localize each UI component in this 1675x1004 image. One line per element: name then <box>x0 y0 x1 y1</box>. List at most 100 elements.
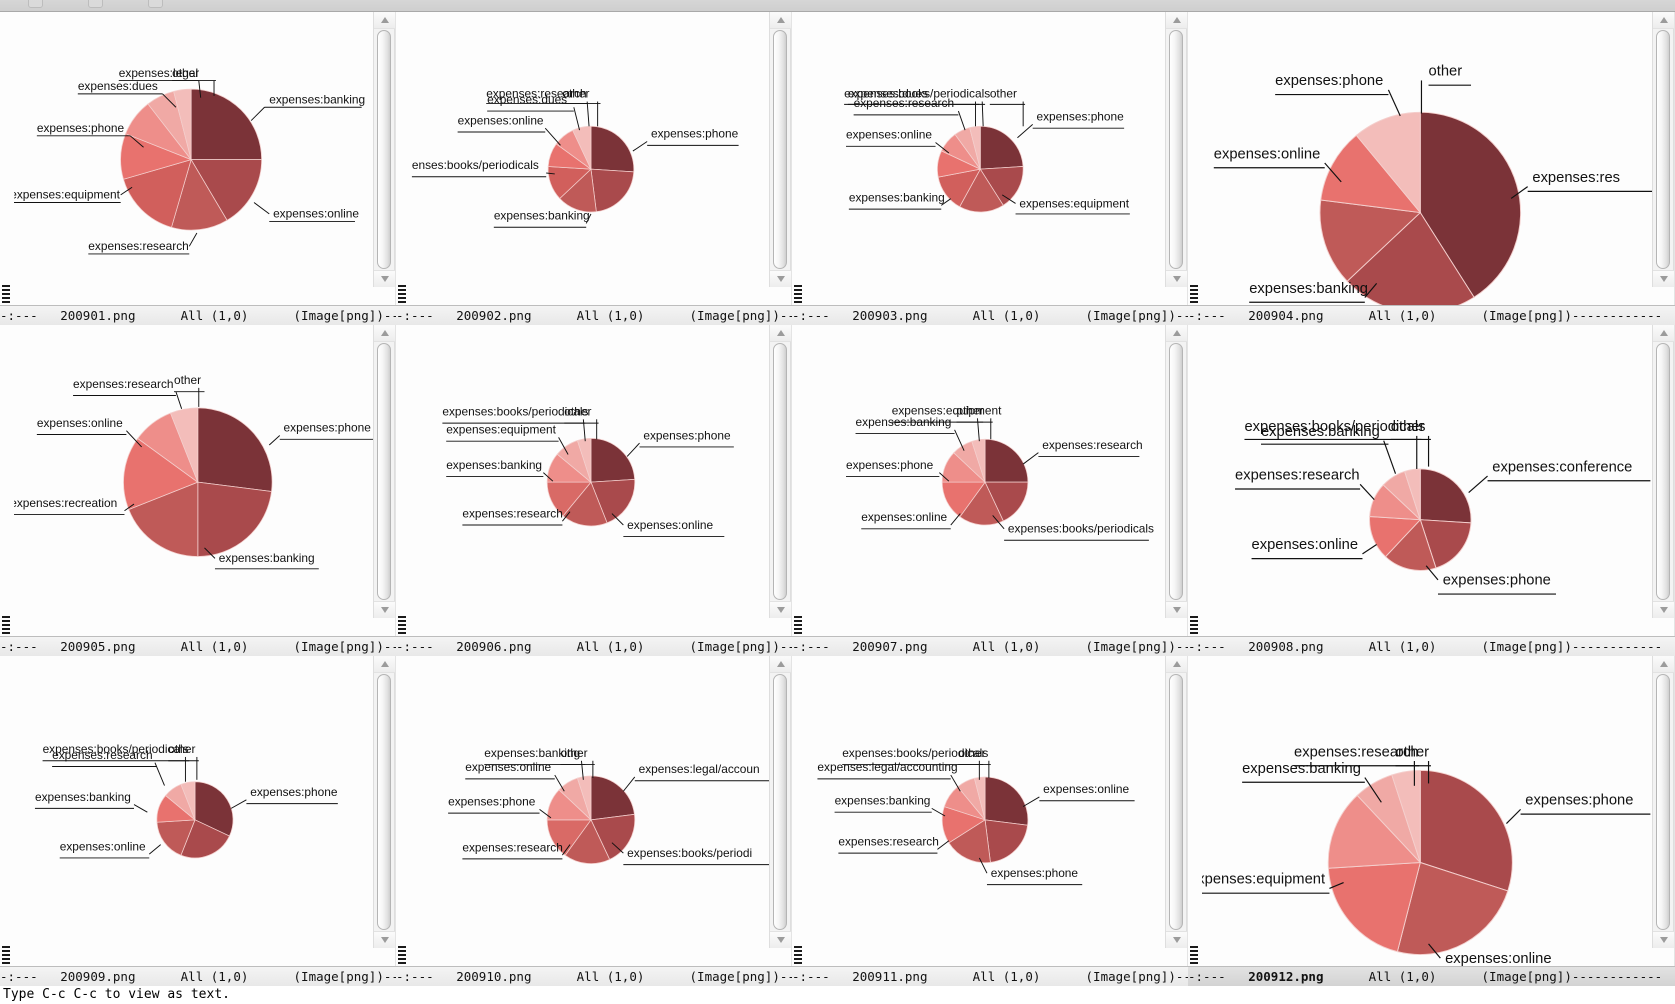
editor-window-200904[interactable]: expenses:res expenses:banking expenses:onl… <box>1188 12 1675 325</box>
editor-window-200910[interactable]: expenses:legal/accoun expenses:books/peri… <box>396 656 792 986</box>
vertical-scrollbar[interactable] <box>373 325 395 618</box>
window-body[interactable]: expenses:phone expenses:online expenses:ba… <box>0 656 396 967</box>
scroll-down-arrow-icon[interactable] <box>770 931 791 948</box>
save-icon[interactable] <box>88 0 103 8</box>
window-body[interactable]: expenses:phone expenses:online xpenses:equ… <box>1188 656 1675 967</box>
scrollbar-thumb[interactable] <box>377 674 391 930</box>
scroll-up-arrow-icon[interactable] <box>1653 12 1674 29</box>
mode-line[interactable]: -:--- 200905.png All (1,0) (Image[png])-… <box>0 636 396 656</box>
editor-window-200909[interactable]: expenses:phone expenses:online expenses:ba… <box>0 656 396 986</box>
editor-window-200901[interactable]: expenses:banking expenses:online expenses:… <box>0 12 396 325</box>
mode-line[interactable]: -:--- 200911.png All (1,0) (Image[png])-… <box>792 966 1188 986</box>
vertical-scrollbar[interactable] <box>373 656 395 948</box>
scroll-down-arrow-icon[interactable] <box>1166 931 1187 948</box>
mode-line[interactable]: -:--- 200906.png All (1,0) (Image[png])-… <box>396 636 792 656</box>
mode-line[interactable]: -:--- 200902.png All (1,0) (Image[png])-… <box>396 305 792 325</box>
scroll-down-arrow-icon[interactable] <box>1166 601 1187 618</box>
scrollbar-thumb[interactable] <box>773 30 787 269</box>
editor-window-200907[interactable]: expenses:research expenses:books/periodic… <box>792 325 1188 656</box>
scroll-down-arrow-icon[interactable] <box>374 601 395 618</box>
window-body[interactable]: expenses:phone expenses:banking enses:book… <box>396 12 792 306</box>
scrollbar-thumb[interactable] <box>377 30 391 269</box>
scrollbar-thumb[interactable] <box>773 674 787 930</box>
scroll-up-arrow-icon[interactable] <box>1166 325 1187 342</box>
mode-line[interactable]: -:--- 200910.png All (1,0) (Image[png])-… <box>396 966 792 986</box>
scroll-up-arrow-icon[interactable] <box>770 656 791 673</box>
editor-window-200903[interactable]: expenses:phone expenses:equipment expenses… <box>792 12 1188 325</box>
vertical-scrollbar[interactable] <box>1652 656 1674 948</box>
editor-window-200905[interactable]: expenses:phone expenses:banking expenses:r… <box>0 325 396 656</box>
vertical-scrollbar[interactable] <box>1165 325 1187 618</box>
pie-label: expenses:research <box>88 239 188 253</box>
scroll-down-arrow-icon[interactable] <box>1653 270 1674 287</box>
scroll-up-arrow-icon[interactable] <box>374 325 395 342</box>
vertical-scrollbar[interactable] <box>1652 325 1674 618</box>
mode-line[interactable]: -:--- 200912.png All (1,0) (Image[png])-… <box>1188 966 1675 986</box>
window-body[interactable]: expenses:phone expenses:equipment expenses… <box>792 12 1188 306</box>
mode-line[interactable]: -:--- 200909.png All (1,0) (Image[png])-… <box>0 966 396 986</box>
mode-line[interactable]: -:--- 200901.png All (1,0) (Image[png])-… <box>0 305 396 325</box>
pie-chart: expenses:phone expenses:banking enses:book… <box>412 87 739 228</box>
window-body[interactable]: expenses:banking expenses:online expenses:… <box>0 12 396 306</box>
mode-line[interactable]: -:--- 200908.png All (1,0) (Image[png])-… <box>1188 636 1675 656</box>
scrollbar-thumb[interactable] <box>1656 343 1670 600</box>
scroll-up-arrow-icon[interactable] <box>1653 656 1674 673</box>
window-body[interactable]: expenses:research expenses:books/periodic… <box>792 325 1188 637</box>
scrollbar-thumb[interactable] <box>1656 674 1670 930</box>
open-file-icon[interactable] <box>28 0 43 8</box>
vertical-scrollbar[interactable] <box>1165 656 1187 948</box>
undo-icon[interactable] <box>148 0 163 8</box>
scrollbar-thumb[interactable] <box>1169 674 1183 930</box>
mode-line[interactable]: -:--- 200904.png All (1,0) (Image[png])-… <box>1188 305 1675 325</box>
modeline-major-mode: (Image[png])------------ <box>1085 639 1188 654</box>
editor-window-200906[interactable]: expenses:phone expenses:online expenses:re… <box>396 325 792 656</box>
window-body[interactable]: expenses:online expenses:phone expenses:re… <box>792 656 1188 967</box>
continuation-dash <box>2 285 10 287</box>
window-body[interactable]: expenses:res expenses:banking expenses:onl… <box>1188 12 1675 306</box>
leader-line <box>1022 796 1040 807</box>
scrollbar-thumb[interactable] <box>1656 30 1670 269</box>
scroll-up-arrow-icon[interactable] <box>374 656 395 673</box>
mode-line[interactable]: -:--- 200903.png All (1,0) (Image[png])-… <box>792 305 1188 325</box>
editor-window-200911[interactable]: expenses:online expenses:phone expenses:re… <box>792 656 1188 986</box>
modeline-prefix: -:--- <box>0 969 61 984</box>
pie-label: expenses:legal/accoun <box>639 762 760 776</box>
scroll-up-arrow-icon[interactable] <box>1166 656 1187 673</box>
scroll-up-arrow-icon[interactable] <box>1653 325 1674 342</box>
pie-label: expenses:online <box>60 839 146 853</box>
scrollbar-thumb[interactable] <box>1169 30 1183 269</box>
window-body[interactable]: expenses:legal/accoun expenses:books/peri… <box>396 656 792 967</box>
scroll-up-arrow-icon[interactable] <box>770 325 791 342</box>
modeline-major-mode: (Image[png])------------ <box>293 969 396 984</box>
window-body[interactable]: expenses:phone expenses:online expenses:re… <box>396 325 792 637</box>
vertical-scrollbar[interactable] <box>373 12 395 287</box>
scroll-up-arrow-icon[interactable] <box>770 12 791 29</box>
scrollbar-thumb[interactable] <box>773 343 787 600</box>
scroll-down-arrow-icon[interactable] <box>770 270 791 287</box>
editor-window-200902[interactable]: expenses:phone expenses:banking enses:book… <box>396 12 792 325</box>
scrollbar-thumb[interactable] <box>1169 343 1183 600</box>
scroll-down-arrow-icon[interactable] <box>770 601 791 618</box>
vertical-scrollbar[interactable] <box>769 325 791 618</box>
scroll-up-arrow-icon[interactable] <box>1166 12 1187 29</box>
scroll-up-arrow-icon[interactable] <box>374 12 395 29</box>
editor-window-200908[interactable]: expenses:conference expenses:phone expense… <box>1188 325 1675 656</box>
vertical-scrollbar[interactable] <box>1165 12 1187 287</box>
window-body[interactable]: expenses:phone expenses:banking expenses:r… <box>0 325 396 637</box>
vertical-scrollbar[interactable] <box>1652 12 1674 287</box>
pie-label: expenses:phone <box>1275 73 1383 89</box>
window-body[interactable]: expenses:conference expenses:phone expense… <box>1188 325 1675 637</box>
scrollbar-thumb[interactable] <box>377 343 391 600</box>
vertical-scrollbar[interactable] <box>769 656 791 948</box>
toolbar[interactable] <box>0 0 1675 12</box>
scroll-down-arrow-icon[interactable] <box>374 931 395 948</box>
scroll-down-arrow-icon[interactable] <box>1653 601 1674 618</box>
scroll-down-arrow-icon[interactable] <box>1166 270 1187 287</box>
leader-line <box>978 857 988 874</box>
scroll-down-arrow-icon[interactable] <box>374 270 395 287</box>
mode-line[interactable]: -:--- 200907.png All (1,0) (Image[png])-… <box>792 636 1188 656</box>
vertical-scrollbar[interactable] <box>769 12 791 287</box>
scroll-down-arrow-icon[interactable] <box>1653 931 1674 948</box>
editor-window-200912[interactable]: expenses:phone expenses:online xpenses:equ… <box>1188 656 1675 986</box>
pie-label-group: other <box>564 404 599 440</box>
